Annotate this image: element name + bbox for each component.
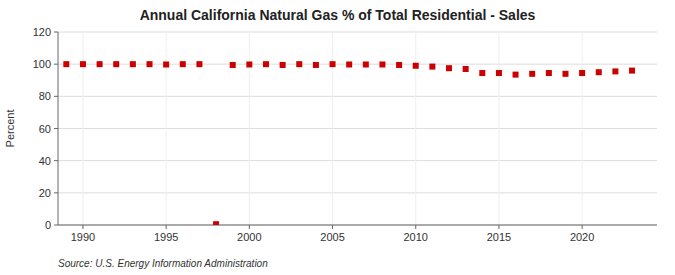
point xyxy=(313,62,319,68)
y-tick-label: 80 xyxy=(39,90,51,102)
x-axis: 1990 1995 2000 2005 2010 2015 2020 xyxy=(71,225,595,243)
y-tick xyxy=(54,160,58,161)
point xyxy=(413,63,419,69)
point xyxy=(180,61,186,67)
point xyxy=(479,70,485,76)
point xyxy=(130,61,136,67)
grid xyxy=(58,32,657,225)
point xyxy=(346,61,352,67)
x-tick xyxy=(249,225,250,229)
point xyxy=(629,68,635,74)
x-tick-label: 1990 xyxy=(71,231,95,243)
point xyxy=(463,66,469,72)
point xyxy=(513,72,519,78)
y-grid-line xyxy=(58,160,657,161)
x-grid-line xyxy=(249,32,250,225)
x-tick-label: 2010 xyxy=(403,231,427,243)
x-grid-line xyxy=(498,32,499,225)
y-grid-line xyxy=(58,96,657,97)
point xyxy=(230,62,236,68)
x-tick-label: 2000 xyxy=(237,231,261,243)
x-tick-label: 2020 xyxy=(570,231,594,243)
x-tick xyxy=(166,225,167,229)
y-tick xyxy=(54,192,58,193)
point xyxy=(363,61,369,67)
x-tick xyxy=(332,225,333,229)
point xyxy=(446,65,452,71)
point xyxy=(562,71,568,77)
point xyxy=(529,71,535,77)
x-axis-line xyxy=(58,225,657,226)
point xyxy=(80,61,86,67)
x-tick xyxy=(82,225,83,229)
point xyxy=(97,61,103,67)
point xyxy=(330,61,336,67)
point xyxy=(147,61,153,67)
point xyxy=(579,70,585,76)
y-tick xyxy=(54,32,58,33)
point xyxy=(596,69,602,75)
point xyxy=(163,61,169,67)
y-tick xyxy=(54,96,58,97)
title: Annual California Natural Gas % of Total… xyxy=(140,7,536,23)
chart-container: 1990 1995 2000 2005 2010 2015 2020 0 20 40 60 80 100… xyxy=(0,0,675,275)
x-tick xyxy=(582,225,583,229)
x-tick xyxy=(498,225,499,229)
y-grid-line xyxy=(58,32,657,33)
x-tick-label: 1995 xyxy=(154,231,178,243)
point xyxy=(113,61,119,67)
point xyxy=(280,62,286,68)
y-tick-label: 0 xyxy=(45,219,51,231)
x-grid-line xyxy=(582,32,583,225)
y-axis: 0 20 40 60 80 100 120 xyxy=(33,26,58,231)
point xyxy=(612,68,618,74)
point xyxy=(496,70,502,76)
y-tick xyxy=(54,225,58,226)
point xyxy=(196,61,202,67)
x-grid-line xyxy=(166,32,167,225)
y-tick-label: 100 xyxy=(33,58,51,70)
x-grid-line xyxy=(415,32,416,225)
chart: 1990 1995 2000 2005 2010 2015 2020 0 20 40 60 80 100… xyxy=(0,0,675,275)
x-grid-line xyxy=(332,32,333,225)
point xyxy=(63,61,69,67)
point xyxy=(296,61,302,67)
point xyxy=(429,64,435,70)
point xyxy=(263,61,269,67)
y-grid-line xyxy=(58,225,657,226)
x-tick-label: 2005 xyxy=(320,231,344,243)
point xyxy=(246,61,252,67)
y-tick-label: 60 xyxy=(39,123,51,135)
y-tick-label: 120 xyxy=(33,26,51,38)
point xyxy=(396,62,402,68)
y-axis-label: Percent xyxy=(4,110,16,148)
x-tick xyxy=(415,225,416,229)
y-grid-line xyxy=(58,128,657,129)
point xyxy=(213,221,219,225)
point xyxy=(379,61,385,67)
x-grid-line xyxy=(82,32,83,225)
point xyxy=(546,70,552,76)
y-grid-line xyxy=(58,192,657,193)
x-tick-label: 2015 xyxy=(487,231,511,243)
source-note: Source: U.S. Energy Information Administ… xyxy=(58,258,268,269)
points xyxy=(63,61,635,225)
y-tick xyxy=(54,128,58,129)
y-tick xyxy=(54,64,58,65)
y-tick-label: 20 xyxy=(39,187,51,199)
y-tick-label: 40 xyxy=(39,155,51,167)
